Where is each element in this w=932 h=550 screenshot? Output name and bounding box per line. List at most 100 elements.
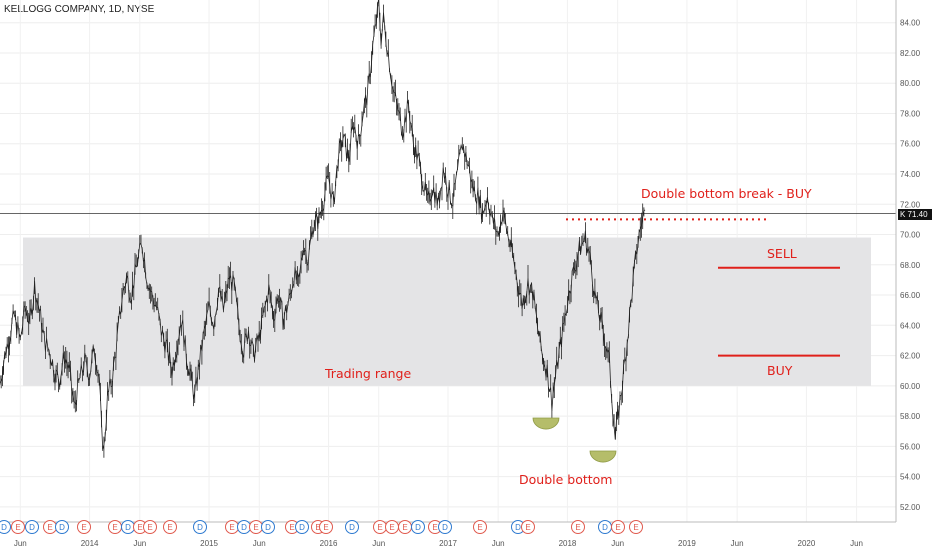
event-marker-label: D [197,523,203,532]
y-tick-label: 56.00 [900,442,921,451]
event-marker-circle [193,520,207,534]
event-marker-label: E [432,523,437,532]
x-tick-label: Jun [611,539,624,548]
event-marker-label: E [147,523,152,532]
trading-range-box [23,237,871,386]
event-marker-label: E [477,523,482,532]
event-marker-label: E [81,523,86,532]
event-marker-label: D [59,523,65,532]
event-marker-circle [438,520,452,534]
event-marker-label: E [615,523,620,532]
event-marker-label: E [47,523,52,532]
event-marker-circle [25,520,39,534]
x-tick-label: 2016 [320,539,338,548]
double-bottom-marker-2 [589,450,617,463]
event-marker-circle [295,520,309,534]
x-tick-label: 2014 [81,539,99,548]
event-marker-label: D [29,523,35,532]
x-tick-label: Jun [731,539,744,548]
y-tick-label: 82.00 [900,49,921,58]
event-marker-label: E [633,523,638,532]
event-marker-circle [571,520,585,534]
event-marker-label: D [299,523,305,532]
event-marker-circle [411,520,425,534]
y-tick-label: 68.00 [900,261,921,270]
price-path [0,0,646,450]
x-tick-label: 2018 [559,539,577,548]
event-marker-label: D [602,523,608,532]
y-tick-label: 54.00 [900,473,921,482]
event-marker-circle [11,520,25,534]
y-tick-label: 84.00 [900,19,921,28]
double-bottom-break-label: Double bottom break - BUY [641,186,812,201]
event-marker-circle [611,520,625,534]
event-marker-circle [0,520,11,534]
event-marker-label: E [167,523,172,532]
y-tick-label: 52.00 [900,503,921,512]
event-marker-circle [629,520,643,534]
event-marker-label: D [515,523,521,532]
event-marker-circle [261,520,275,534]
event-marker-label: E [525,523,530,532]
double-bottom-marker-1 [532,417,560,430]
event-marker-label: E [389,523,394,532]
y-tick-label: 60.00 [900,382,921,391]
y-tick-label: 58.00 [900,412,921,421]
event-marker-label: D [1,523,7,532]
y-tick-label: 62.00 [900,352,921,361]
x-tick-label: Jun [253,539,266,548]
event-marker-circle [77,520,91,534]
y-tick-label: 76.00 [900,140,921,149]
event-marker-label: D [415,523,421,532]
trading-range-label: Trading range [324,366,411,381]
y-axis: 52.00 54.00 56.00 58.00 60.00 62.00 64.00 66.00… [895,0,921,522]
y-tick-label: 74.00 [900,170,921,179]
event-marker-label: D [442,523,448,532]
x-tick-label: 2015 [200,539,218,548]
event-marker-label: D [125,523,131,532]
y-tick-label: 66.00 [900,291,921,300]
buy-label: BUY [767,363,793,378]
event-marker-label: E [377,523,382,532]
event-marker-label: E [112,523,117,532]
x-tick-label: Jun [133,539,146,548]
event-marker-circle [345,520,359,534]
event-marker-label: E [253,523,258,532]
x-tick-label: Jun [850,539,863,548]
y-tick-label: 78.00 [900,109,921,118]
y-tick-label: 72.00 [900,200,921,209]
event-marker-label: E [229,523,234,532]
event-marker-label: E [289,523,294,532]
double-bottom-label: Double bottom [519,472,612,487]
event-marker-circle [55,520,69,534]
event-marker-circle [473,520,487,534]
event-marker-label: D [349,523,355,532]
event-marker-label: E [315,523,320,532]
x-tick-label: Jun [14,539,27,548]
x-tick-label: 2019 [678,539,696,548]
x-tick-label: Jun [492,539,505,548]
current-price-tag: K 71.40 [898,209,932,220]
event-marker-circle [143,520,157,534]
event-marker-label: D [241,523,247,532]
x-tick-label: Jun [372,539,385,548]
x-tick-label: 2020 [798,539,816,548]
x-tick-label: 2017 [439,539,457,548]
event-marker-circle [319,520,333,534]
event-marker-label: E [137,523,142,532]
y-tick-label: 80.00 [900,79,921,88]
sell-label: SELL [767,246,797,261]
event-marker-label: E [323,523,328,532]
event-marker-circle [521,520,535,534]
y-tick-label: 64.00 [900,321,921,330]
event-marker-circle [163,520,177,534]
chart-title: KELLOGG COMPANY, 1D, NYSE [4,4,155,15]
event-marker-label: E [575,523,580,532]
y-tick-label: 70.00 [900,231,921,240]
price-series [0,0,646,458]
event-marker-label: E [402,523,407,532]
event-marker-label: E [15,523,20,532]
event-marker-label: D [265,523,271,532]
